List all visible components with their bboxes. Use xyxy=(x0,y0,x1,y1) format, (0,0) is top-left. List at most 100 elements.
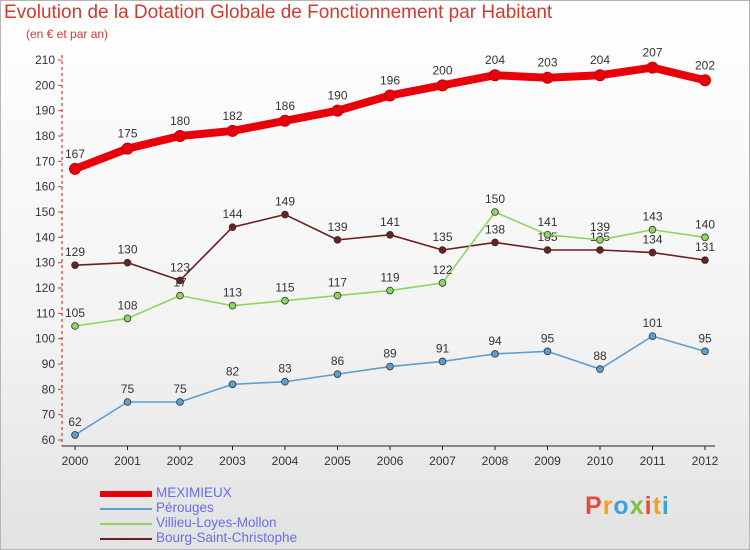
data-label: 129 xyxy=(65,245,85,259)
data-point xyxy=(228,223,237,232)
y-tick-label: 60 xyxy=(42,433,56,447)
data-point xyxy=(333,291,342,300)
data-label: 202 xyxy=(695,58,715,72)
data-label: 200 xyxy=(432,63,452,77)
data-label: 134 xyxy=(642,233,662,247)
data-point xyxy=(701,256,709,264)
data-point xyxy=(386,231,394,239)
x-tick-label: 2002 xyxy=(167,454,194,468)
logo-letter: x xyxy=(629,492,645,520)
data-point xyxy=(331,104,344,117)
data-label: 196 xyxy=(380,73,400,87)
data-label: 95 xyxy=(698,331,712,345)
data-label: 139 xyxy=(590,220,610,234)
y-tick-label: 80 xyxy=(42,382,56,396)
x-tick-label: 2005 xyxy=(324,454,351,468)
data-point xyxy=(491,238,499,247)
data-point xyxy=(438,246,447,254)
y-tick-label: 130 xyxy=(35,256,55,270)
y-tick-label: 170 xyxy=(35,154,55,168)
legend-swatch-meximieux xyxy=(100,491,152,497)
data-label: 140 xyxy=(695,217,715,231)
data-point xyxy=(594,69,606,82)
data-label: 186 xyxy=(275,99,295,113)
x-tick-label: 2001 xyxy=(114,454,141,468)
data-point xyxy=(176,291,184,300)
data-label: 204 xyxy=(485,53,505,67)
x-tick-label: 2007 xyxy=(429,454,456,468)
data-point xyxy=(648,248,657,257)
data-label: 141 xyxy=(537,215,557,229)
data-point xyxy=(69,162,81,175)
data-point xyxy=(121,142,134,155)
x-tick-label: 2012 xyxy=(692,454,719,468)
x-tick-label: 2003 xyxy=(219,454,246,468)
data-point xyxy=(699,74,711,87)
data-point xyxy=(438,279,447,287)
y-tick-label: 160 xyxy=(35,180,55,194)
data-point xyxy=(123,258,132,267)
data-label: 17 xyxy=(173,276,187,290)
data-label: 182 xyxy=(222,109,242,123)
data-label: 105 xyxy=(65,306,85,320)
data-label: 138 xyxy=(485,222,505,236)
logo-letter: o xyxy=(613,492,630,520)
proxiti-logo: Proxiti xyxy=(585,492,670,521)
data-point xyxy=(281,377,289,386)
data-label: 144 xyxy=(222,207,242,221)
data-label: 139 xyxy=(327,220,347,234)
data-label: 131 xyxy=(695,240,715,254)
y-tick-label: 70 xyxy=(42,408,56,422)
legend-label-perouges: Pérouges xyxy=(156,500,214,515)
data-label: 190 xyxy=(327,89,347,103)
data-point xyxy=(123,398,132,406)
legend-label-meximieux: MEXIMIEUX xyxy=(156,485,232,500)
data-point xyxy=(71,322,79,330)
y-tick-label: 200 xyxy=(35,78,55,92)
data-label: 113 xyxy=(223,286,242,300)
data-label: 108 xyxy=(117,298,137,312)
data-label: 83 xyxy=(278,362,292,376)
chart-subtitle: (en € et par an) xyxy=(26,27,109,41)
data-point xyxy=(279,114,291,127)
data-label: 86 xyxy=(331,354,345,368)
data-point xyxy=(489,69,501,82)
legend-swatch-bourg xyxy=(100,538,152,540)
y-tick-label: 210 xyxy=(35,53,55,67)
data-point xyxy=(281,296,289,305)
data-label: 119 xyxy=(380,271,399,285)
data-point xyxy=(543,231,552,239)
data-label: 135 xyxy=(432,230,452,244)
data-label: 94 xyxy=(488,334,502,348)
data-label: 122 xyxy=(432,263,452,277)
data-label: 91 xyxy=(436,341,450,355)
x-tick-label: 2010 xyxy=(587,454,614,468)
data-point xyxy=(384,89,396,102)
logo-letter: P xyxy=(585,492,603,520)
legend-swatch-villieu xyxy=(100,523,152,525)
x-tick-label: 2008 xyxy=(482,454,509,468)
data-label: 62 xyxy=(68,415,82,429)
data-point xyxy=(543,347,552,356)
data-point xyxy=(333,370,342,378)
data-point xyxy=(436,79,449,92)
data-point xyxy=(646,61,659,74)
data-point xyxy=(701,233,709,242)
data-point xyxy=(228,301,237,310)
data-point xyxy=(228,380,237,389)
data-label: 88 xyxy=(593,349,607,363)
data-label: 95 xyxy=(541,331,555,345)
data-label: 149 xyxy=(275,195,295,209)
y-tick-label: 110 xyxy=(36,306,55,320)
chart-title: Evolution de la Dotation Globale de Fonc… xyxy=(4,2,553,23)
data-point xyxy=(701,347,709,356)
data-label: 115 xyxy=(275,281,294,295)
data-label: 117 xyxy=(328,276,347,290)
data-label: 167 xyxy=(65,147,85,161)
x-tick-label: 2011 xyxy=(640,454,666,468)
logo-letter: r xyxy=(602,492,614,520)
data-label: 101 xyxy=(642,316,662,330)
y-tick-label: 140 xyxy=(35,230,55,244)
data-label: 130 xyxy=(117,243,137,257)
